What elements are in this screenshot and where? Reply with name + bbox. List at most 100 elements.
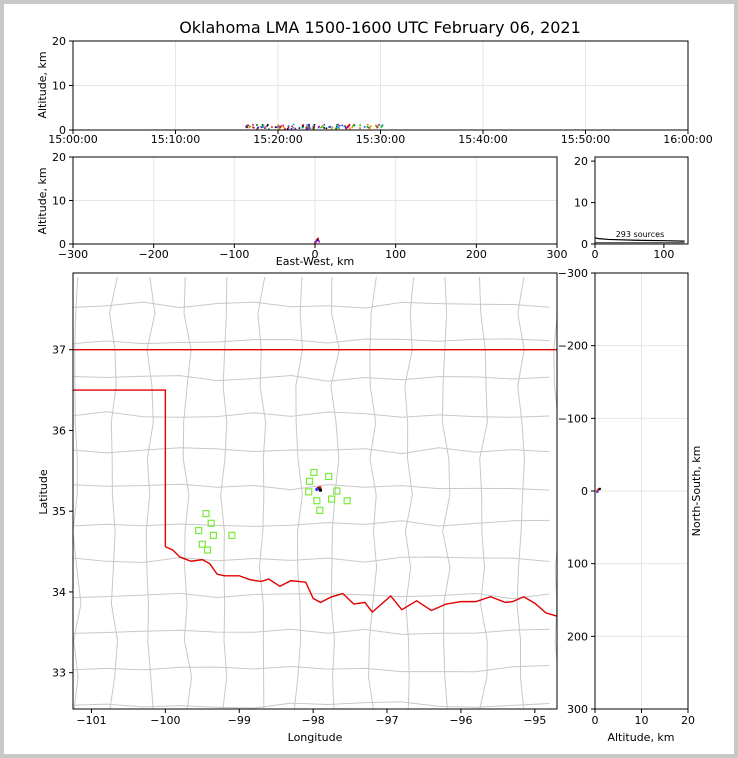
county-line [73, 277, 82, 709]
east-west-altitude-ylabel: Altitude, km [36, 167, 49, 234]
ns-source-point [596, 490, 599, 493]
histogram-y-tick-label: 10 [574, 197, 588, 210]
time-tick-label: 15:30:00 [356, 133, 405, 146]
county-boundaries [73, 276, 557, 709]
ns-tick-label: 100 [567, 558, 588, 571]
ew-tick-label: −300 [58, 248, 88, 261]
time-source-point [302, 124, 305, 126]
histogram-frame [594, 156, 689, 245]
time-tick-label: 16:00:00 [663, 133, 712, 146]
lma-station-marker [313, 497, 321, 505]
histogram-y-tick-label: 0 [581, 238, 588, 251]
time-source-point [307, 127, 309, 130]
time-source-point [317, 126, 320, 129]
map-source-point [319, 488, 323, 492]
lma-station-marker [316, 506, 324, 514]
time-source-point [328, 126, 330, 128]
time-source-point [343, 125, 346, 127]
ns-tick-label: 0 [581, 485, 588, 498]
east-west-xlabel: East-West, km [276, 255, 354, 268]
time-source-point [260, 126, 263, 129]
time-source-point [283, 126, 285, 129]
time-source-point [309, 126, 311, 129]
time-source-point [331, 126, 334, 129]
time-source-point [376, 126, 378, 129]
map-ylabel: Latitude [37, 469, 50, 515]
time-source-point [305, 126, 308, 129]
county-line [73, 338, 550, 345]
time-source-point [287, 125, 290, 127]
time-source-point [301, 126, 304, 129]
time-source-point [323, 127, 326, 129]
latitude-tick-label: 35 [52, 505, 66, 518]
time-source-point [305, 127, 308, 130]
time-source-point [263, 127, 266, 129]
time-source-point [245, 125, 248, 127]
county-line [220, 277, 228, 709]
time-source-point [294, 127, 297, 130]
lma-station-marker [325, 472, 333, 481]
time-source-point [344, 126, 347, 129]
time-source-point [330, 127, 333, 130]
histogram-x-tick-label: 0 [592, 248, 599, 261]
time-source-point [348, 123, 351, 126]
time-source-point [359, 127, 361, 129]
time-source-point [264, 127, 267, 130]
time-source-point [375, 124, 377, 127]
time-source-point [290, 127, 293, 130]
ew-tick-label: −200 [139, 248, 169, 261]
county-line [73, 411, 550, 418]
time-source-point [248, 126, 251, 129]
longitude-tick-label: −100 [150, 714, 180, 727]
time-source-point [380, 126, 383, 128]
county-line [145, 276, 156, 709]
ew-tick-label: −100 [219, 248, 249, 261]
time-source-point [375, 125, 378, 128]
east-west-altitude-panel: −300 −200 −100 0 100 200 300 0 10 20 Altitude, km… [36, 151, 568, 268]
county-line [109, 276, 119, 709]
longitude-tick-label: −99 [228, 714, 251, 727]
altitude-tick-label: 20 [52, 35, 66, 48]
time-source-point [257, 126, 260, 129]
county-line [516, 276, 525, 709]
time-source-point [308, 125, 310, 128]
time-source-point [280, 125, 282, 127]
time-tick-label: 15:20:00 [253, 133, 302, 146]
county-line [441, 277, 451, 709]
time-source-point [313, 124, 316, 126]
histogram-annotation: 293 sources [616, 230, 665, 239]
county-line [73, 628, 550, 635]
latitude-tick-label: 36 [52, 424, 66, 437]
county-line [73, 447, 550, 455]
ns-source-point [598, 487, 601, 491]
lma-station-marker [310, 468, 318, 477]
longitude-tick-label: −96 [449, 714, 472, 727]
county-line [73, 301, 550, 309]
county-line [478, 277, 488, 709]
ns-tick-label: 300 [567, 703, 588, 716]
state-boundary-line [73, 389, 167, 547]
altitude-histogram-panel: 0 100 0 10 20 293 sources [574, 155, 689, 261]
time-source-point [247, 124, 250, 127]
time-source-point [338, 124, 341, 127]
map-sources [315, 486, 323, 492]
altitude-ns-ylabel: North-South, km [690, 446, 703, 537]
ew-altitude-tick-label: 0 [59, 238, 66, 251]
histogram-curve [594, 237, 685, 242]
time-source-point [381, 124, 384, 126]
ns-altitude-tick-label: 0 [592, 714, 599, 727]
time-altitude-panel: 15:00:00 15:10:00 15:20:00 15:30:00 15:40:00… [36, 35, 713, 146]
ew-source-point [317, 237, 320, 240]
lma-station-marker [343, 497, 351, 505]
longitude-tick-label: −95 [523, 714, 546, 727]
time-source-point [274, 126, 277, 128]
time-source-point [313, 126, 316, 128]
time-tick-label: 15:00:00 [48, 133, 97, 146]
longitude-tick-label: −101 [76, 714, 106, 727]
lma-station-marker [305, 477, 314, 485]
map-xlabel: Longitude [288, 731, 343, 744]
ns-tick-label: −100 [558, 412, 588, 425]
state-boundaries [73, 349, 557, 617]
time-source-point [276, 126, 279, 129]
